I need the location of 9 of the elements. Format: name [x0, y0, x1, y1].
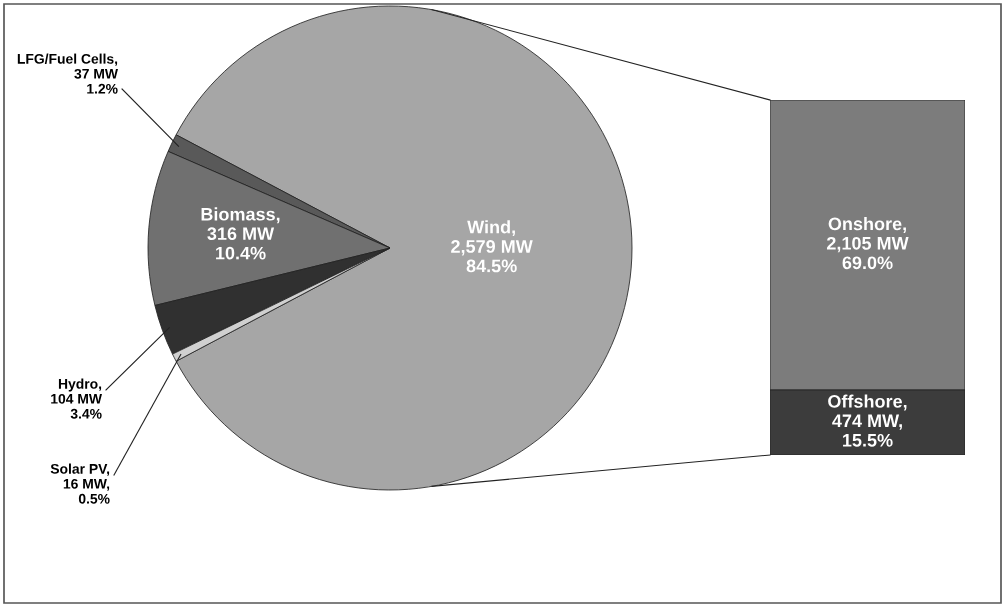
slice-label: LFG/Fuel Cells, 37 MW 1.2% — [17, 53, 118, 94]
data-label: 2,105 MW 69.0% — [826, 236, 909, 270]
slice-label: Biomass, 316 MW 10.4% — [201, 207, 280, 260]
series-label: Onshore, — [828, 217, 906, 233]
data-label: 474 MW, 15.5% — [832, 414, 902, 447]
slice-label: Solar PV, 16 MW, 0.5% — [50, 463, 110, 504]
series-label: Offshore, — [828, 394, 907, 411]
slice-label: Wind, 2,579 MW 84.5% — [451, 220, 533, 273]
slice-label: Hydro, 104 MW 3.4% — [51, 378, 102, 419]
